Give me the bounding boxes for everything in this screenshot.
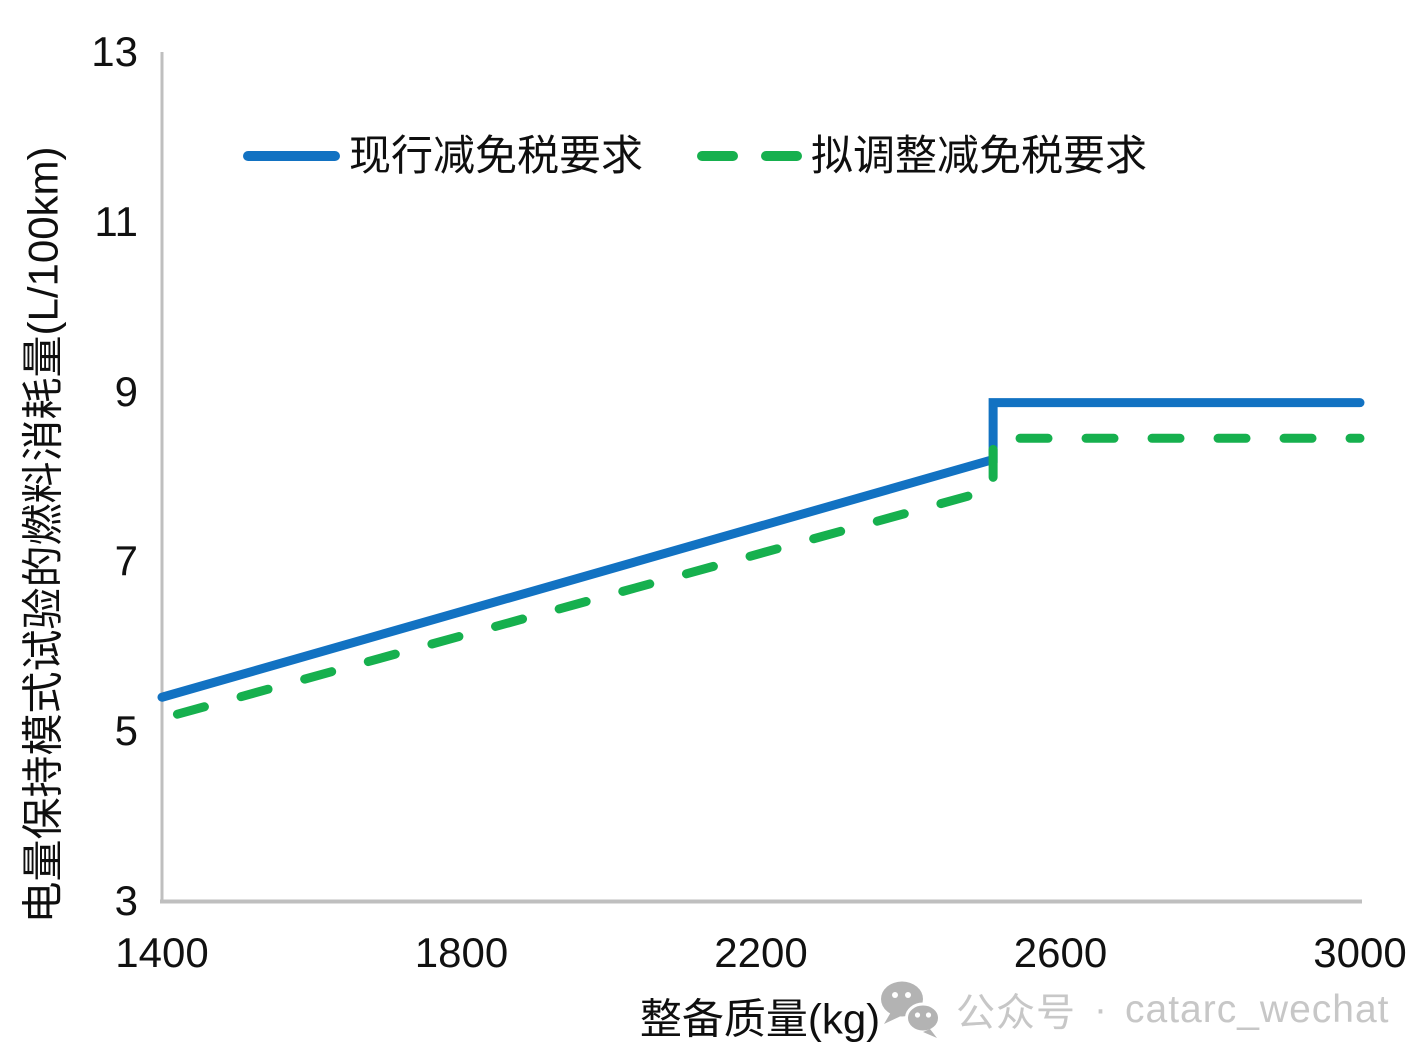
watermark-label: 公众号 <box>956 992 1077 1035</box>
x-tick-label: 1800 <box>414 929 509 976</box>
y-tick-label: 7 <box>114 537 138 585</box>
y-tick-label: 3 <box>114 877 138 924</box>
x-tick-label: 2200 <box>714 929 808 976</box>
x-axis-title: 整备质量(kg) <box>639 995 881 1043</box>
wechat-icon <box>881 981 941 1038</box>
legend-item-current: 现行减免税要求 <box>243 132 643 180</box>
series-line-proposed <box>157 433 1365 723</box>
series-line-current <box>157 398 1365 702</box>
watermark-separator: · <box>1094 988 1108 1031</box>
x-tick-label: 2600 <box>1013 929 1108 976</box>
y-tick-label: 9 <box>114 367 138 415</box>
legend-label-proposed: 拟调整减免税要求 <box>811 132 1148 179</box>
legend-marker-dashed-line <box>697 151 803 161</box>
watermark-account: catarc_wechat <box>1125 988 1390 1031</box>
legend-marker-solid-line <box>243 151 340 161</box>
legend-label-current: 现行减免税要求 <box>349 132 644 179</box>
legend: 现行减免税要求 拟调整减免税要求 <box>243 132 1147 180</box>
y-axis-title: 电量保持模式试验的燃料消耗量(L/100km) <box>19 146 67 924</box>
y-tick-label: 5 <box>114 707 138 755</box>
y-tick-label: 11 <box>94 197 138 245</box>
y-tick-label: 13 <box>91 28 138 75</box>
x-tick-label: 1400 <box>115 929 209 976</box>
watermark: 公众号 · catarc_wechat <box>878 980 1389 1040</box>
legend-item-proposed: 拟调整减免税要求 <box>697 132 1147 180</box>
x-tick-label: 3000 <box>1313 929 1407 976</box>
